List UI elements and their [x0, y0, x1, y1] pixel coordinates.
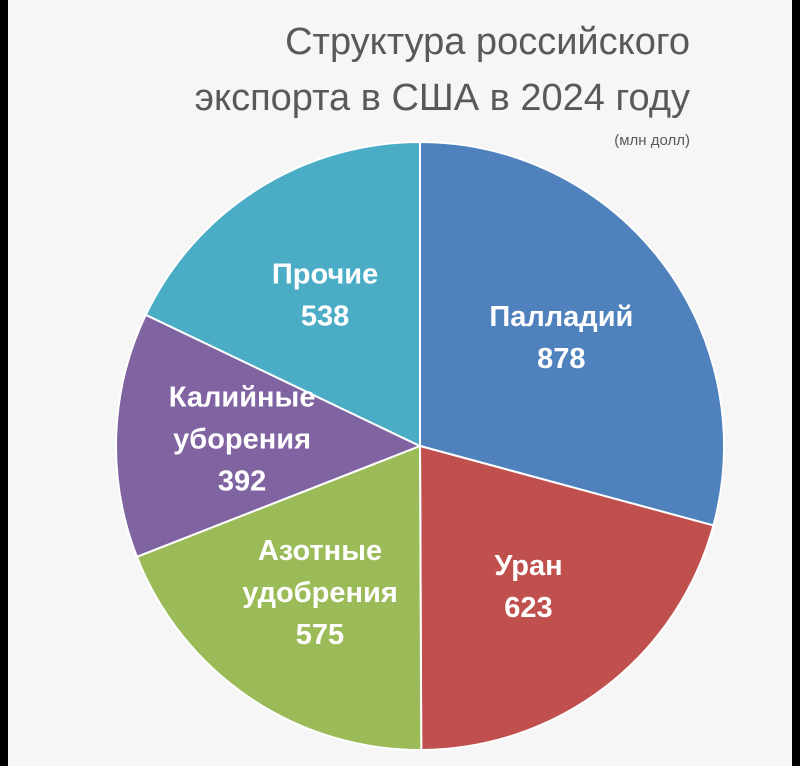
unit-note: (млн долл): [614, 132, 690, 149]
pie-slice-3: [115, 313, 423, 559]
chart-title-line-1: Структура российского: [285, 21, 690, 63]
chart-title-line-2: экспорта в США в 2024 году: [194, 77, 690, 119]
slice-label-value-0: 878: [537, 343, 585, 375]
slice-label-value-4: 538: [301, 300, 349, 332]
pie-slice-1: [418, 444, 715, 752]
slice-label-name-2-0: Азотные: [258, 535, 382, 567]
pie-slices: [115, 140, 725, 752]
pie-slice-0: [419, 140, 725, 527]
slice-label-name-1-0: Уран: [494, 550, 562, 582]
slice-label-name-3-1: уборения: [173, 423, 311, 455]
slice-label-name-2-1: удобрения: [242, 577, 398, 609]
slice-label-name-3-0: Калийные: [169, 381, 316, 413]
slice-label-name-0-0: Палладий: [489, 301, 633, 333]
slice-label-value-3: 392: [218, 465, 266, 497]
chart-title: Структура российского экспорта в США в 2…: [195, 14, 690, 126]
slice-label-value-1: 623: [504, 592, 552, 624]
pie-slice-4: [144, 140, 421, 448]
pie-slice-2: [135, 444, 423, 751]
pie-labels: Палладий 878 Уран 623 Азотные удобрения 575 Кал…: [169, 258, 634, 651]
slice-label-value-2: 575: [296, 619, 344, 651]
slice-label-name-4-0: Прочие: [272, 258, 378, 290]
